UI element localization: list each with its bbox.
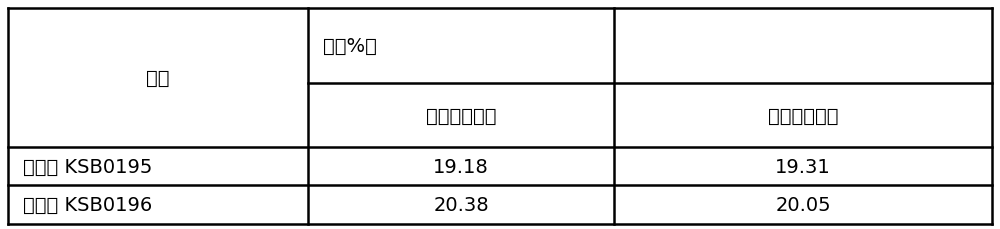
Text: 硅铝铁 KSB0196: 硅铝铁 KSB0196: [23, 196, 152, 214]
Text: 硅铝铁 KSB0195: 硅铝铁 KSB0195: [23, 157, 152, 176]
Text: 重量法测定值: 重量法测定值: [426, 106, 496, 125]
Text: 20.05: 20.05: [775, 196, 831, 214]
Text: 硅（%）: 硅（%）: [323, 37, 377, 56]
Text: 19.18: 19.18: [433, 157, 489, 176]
Text: 19.31: 19.31: [775, 157, 831, 176]
Text: 样号: 样号: [146, 69, 170, 88]
Text: 20.38: 20.38: [433, 196, 489, 214]
Text: 本方法测定值: 本方法测定值: [768, 106, 838, 125]
